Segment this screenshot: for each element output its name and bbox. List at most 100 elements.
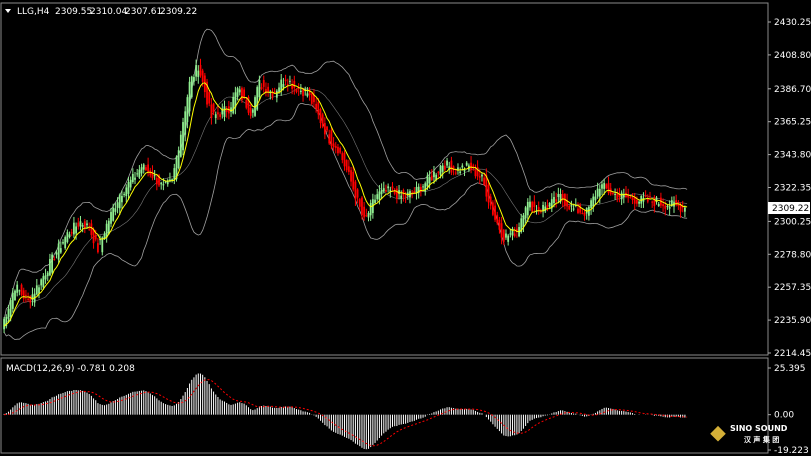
candle-body — [310, 93, 313, 104]
candle-body — [459, 171, 462, 174]
candle-body — [245, 99, 248, 108]
candle-body — [478, 176, 481, 178]
candle-body — [134, 177, 136, 180]
candle-body — [243, 89, 246, 98]
candle-body — [611, 192, 614, 194]
candle-body — [550, 199, 553, 209]
candle-body — [339, 147, 342, 153]
price-tick-label: 2257.35 — [774, 283, 811, 293]
candle-body — [566, 200, 568, 207]
candle-body — [299, 90, 302, 93]
candle-body — [267, 86, 270, 93]
candle-body — [188, 81, 191, 112]
candle-body — [116, 202, 119, 208]
candle-body — [496, 214, 499, 224]
candle-body — [118, 194, 121, 209]
candle-body — [140, 167, 143, 174]
candle-body — [557, 193, 560, 198]
candle-body — [127, 182, 130, 194]
price-tick-label: 2300.25 — [774, 217, 811, 227]
candle-body — [173, 168, 176, 180]
main-plot-frame — [0, 2, 769, 356]
candle-body — [625, 192, 627, 197]
candle-body — [258, 80, 261, 98]
candle-body — [395, 188, 398, 199]
candle-body — [186, 97, 189, 123]
candle-body — [195, 65, 198, 77]
candle-body — [302, 89, 304, 97]
candle-body — [260, 87, 263, 90]
candle-body — [675, 200, 678, 205]
candle-body — [199, 65, 202, 76]
candle-body — [524, 207, 527, 219]
candle-body — [206, 81, 208, 105]
candle-body — [27, 298, 29, 300]
candle-body — [262, 80, 265, 87]
candle-body — [526, 201, 529, 216]
open-value: 2309.55 — [55, 7, 92, 17]
candle-body — [553, 197, 555, 204]
candle-body — [450, 160, 453, 173]
candle-body — [278, 87, 280, 92]
menu-triangle-icon[interactable] — [5, 9, 11, 13]
candle-body — [422, 186, 424, 188]
candle-body — [184, 111, 187, 135]
candle-body — [175, 156, 178, 180]
candle-body — [463, 169, 466, 172]
candle-body — [145, 167, 147, 171]
candle-body — [483, 177, 486, 185]
candle-body — [280, 79, 283, 91]
candle-body — [101, 237, 104, 253]
candle-body — [265, 89, 267, 94]
candle-body — [485, 174, 488, 197]
candle-body — [441, 165, 444, 172]
candle-body — [649, 196, 651, 198]
candle-body — [236, 88, 239, 97]
candle-body — [315, 103, 318, 110]
candle-body — [147, 164, 150, 172]
candle-body — [214, 114, 217, 118]
candle-body — [197, 70, 200, 78]
candle-body — [666, 205, 669, 207]
price-tick-label: 2386.70 — [774, 85, 811, 95]
candle-body — [18, 290, 21, 292]
candle-body — [380, 190, 383, 195]
candle-body — [511, 228, 514, 236]
candle-body — [284, 79, 287, 82]
candle-body — [350, 170, 352, 182]
candle-body — [125, 187, 128, 197]
candle-body — [572, 208, 575, 210]
candle-body — [507, 235, 510, 242]
candle-body — [435, 174, 438, 180]
candle-body — [385, 190, 387, 192]
candle-body — [110, 211, 112, 224]
candlestick-series — [3, 58, 686, 333]
candle-body — [544, 206, 547, 212]
candle-body — [105, 223, 108, 238]
macd-tick-label: 0.00 — [774, 411, 794, 421]
candle-body — [51, 254, 53, 273]
candle-body — [131, 173, 134, 183]
candle-body — [107, 220, 110, 234]
candle-body — [151, 171, 154, 179]
candle-body — [651, 201, 654, 203]
candle-body — [476, 167, 479, 177]
candle-body — [20, 284, 23, 295]
candle-body — [138, 169, 141, 178]
candle-body — [465, 162, 468, 166]
symbol-label: LLG,H4 — [17, 7, 50, 17]
sino-sound-logo: SINO SOUND 汉 声 集 团 — [710, 424, 788, 444]
price-tick-label: 2343.80 — [774, 151, 811, 161]
candle-body — [7, 308, 10, 319]
candle-body — [323, 123, 326, 135]
candle-body — [433, 171, 435, 178]
macd-tick-label: 25.395 — [774, 364, 806, 374]
candle-body — [500, 223, 503, 238]
candle-body — [49, 258, 51, 276]
candle-body — [601, 184, 603, 189]
candle-body — [607, 183, 610, 193]
candle-body — [77, 222, 80, 227]
candle-body — [142, 164, 145, 170]
candle-body — [555, 199, 558, 202]
